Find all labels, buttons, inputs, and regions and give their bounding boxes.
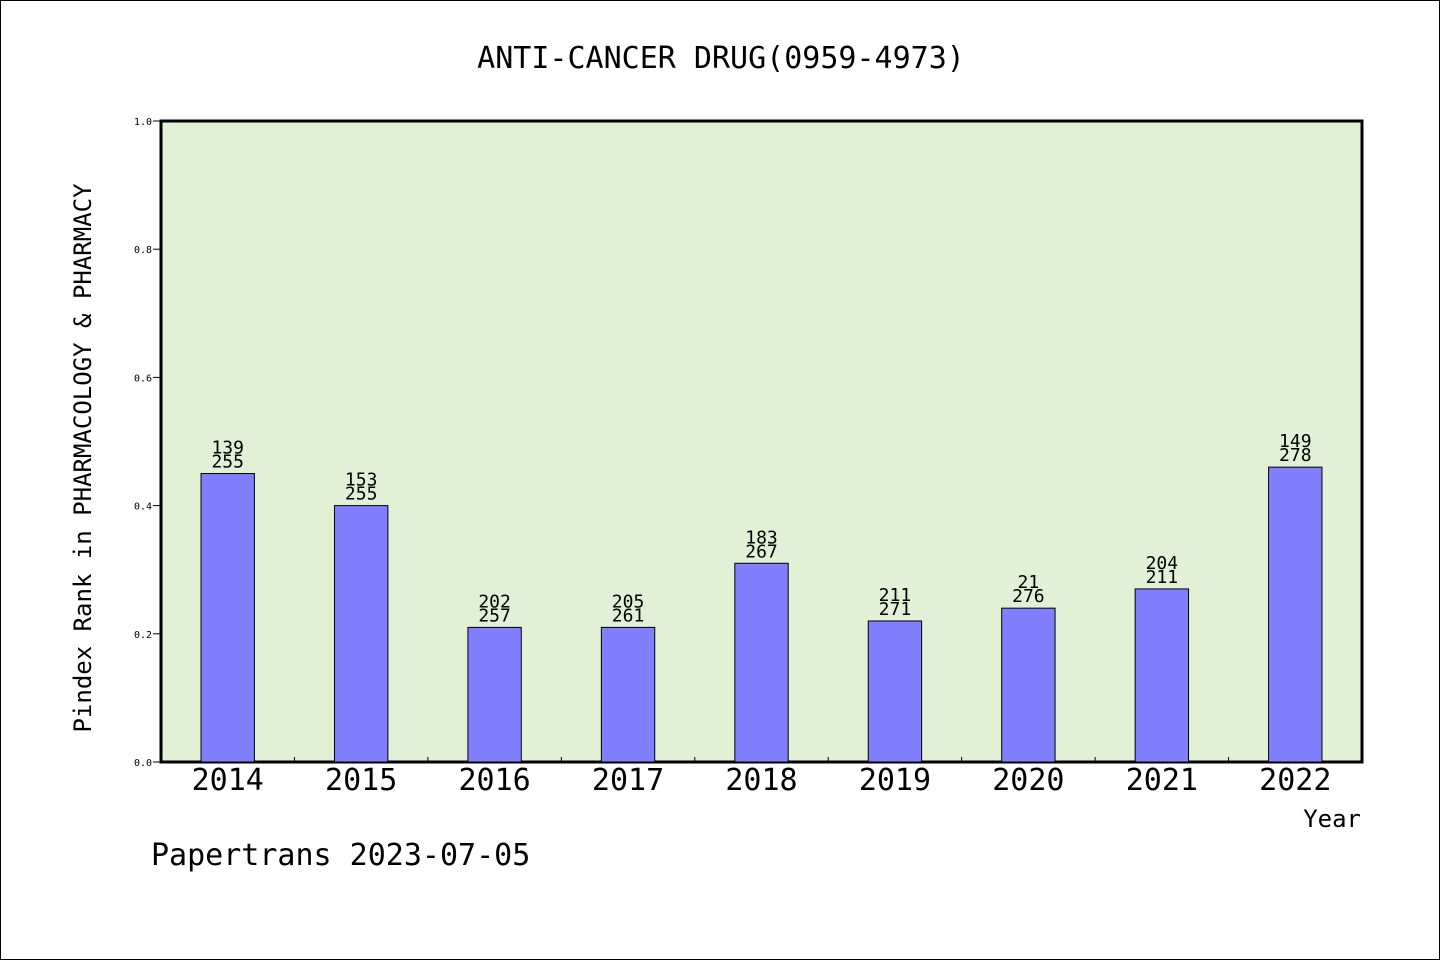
bar-label-top: 205 [612,591,645,612]
x-tick-label: 2020 [992,763,1064,798]
bar-label-top: 153 [345,470,378,491]
bar-label-bottom: 276 [1012,586,1045,607]
bar-label-bottom: 255 [345,484,378,505]
bar-label-top: 211 [879,585,912,606]
bar-2018 [734,562,789,763]
bar-2022 [1268,466,1323,763]
y-axis-label: Pindex Rank in PHARMACOLOGY & PHARMACY [69,183,97,733]
y-tick-label: 0.2 [134,630,152,641]
x-tick-label: 2016 [458,763,530,798]
x-axis: 2014 2015 2016 2017 2018 2019 2020 2021 2022 [192,757,1331,798]
bar-2019 [867,620,923,763]
x-tick-label: 2022 [1259,763,1331,798]
bar-2015 [333,505,389,763]
bar-label-bottom: 211 [1146,567,1179,588]
x-tick-label: 2017 [592,763,664,798]
bar-label-top: 149 [1279,431,1312,452]
x-tick-label: 2019 [859,763,931,798]
x-axis-label: Year [1303,805,1361,833]
bar-2021 [1134,588,1190,763]
footer-credit: Papertrans 2023-07-05 [151,838,530,873]
x-tick-label: 2014 [192,763,264,798]
bar-label-bottom: 261 [612,605,645,626]
x-tick-label: 2021 [1126,763,1198,798]
bar-label-bottom: 267 [745,541,778,562]
bar-label-top: 183 [745,527,778,548]
x-tick-label: 2018 [725,763,797,798]
x-tick-label: 2015 [325,763,397,798]
bar-2017 [600,626,656,763]
y-tick-label: 0.0 [134,758,152,769]
bar-label-bottom: 271 [879,599,912,620]
bar-label-top: 21 [1018,572,1040,593]
y-tick-label: 0.4 [134,502,152,513]
bar-2020 [1001,607,1056,763]
y-tick-label: 0.6 [134,373,152,384]
bar-label-top: 204 [1146,553,1179,574]
y-tick-label: 0.8 [134,245,152,256]
y-axis: 0.0 0.2 0.4 0.6 0.8 1.0 [134,117,161,769]
chart-title: ANTI-CANCER DRUG(0959-4973) [477,41,965,76]
bar-label-bottom: 255 [211,452,244,473]
bar-series: 1392551532552022572052611832672112712127… [200,431,1323,763]
bar-2016 [467,626,522,763]
bar-label-top: 139 [211,438,244,459]
bar-label-top: 202 [478,591,511,612]
y-tick-label: 1.0 [134,117,152,128]
bar-2014 [200,473,255,763]
bar-label-bottom: 257 [478,605,511,626]
bar-label-bottom: 278 [1279,445,1312,466]
